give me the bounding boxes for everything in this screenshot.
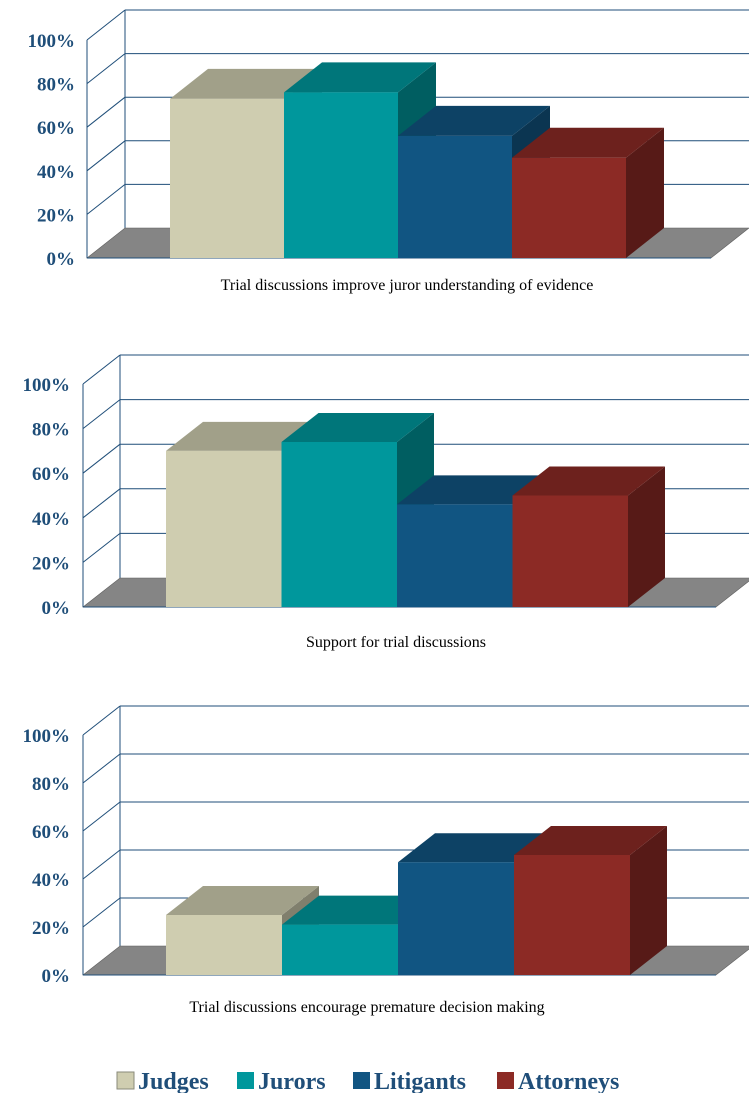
bar-front — [166, 915, 282, 975]
legend-item-attorneys: Attorneys — [497, 1069, 619, 1093]
side-gridline — [82, 399, 121, 429]
y-tick-label: 100% — [28, 31, 76, 52]
legend-item-judges: Judges — [116, 1069, 209, 1093]
bar-front — [398, 135, 512, 258]
side-gridline — [82, 533, 121, 563]
y-tick-label: 40% — [37, 162, 75, 183]
chart-panel-1: 0% 20% 40% 60% 80% 100% Trial discussions impr… — [28, 9, 749, 294]
y-tick-label: 40% — [32, 870, 70, 891]
bar-front — [514, 855, 630, 975]
y-tick-label: 0% — [42, 598, 71, 619]
bar-attorneys — [514, 826, 667, 975]
side-gridline — [82, 354, 121, 385]
legend-swatch — [497, 1072, 514, 1089]
y-tick-label: 60% — [37, 118, 75, 139]
legend-item-jurors: Jurors — [237, 1069, 326, 1093]
chart-caption: Trial discussions encourage premature de… — [189, 999, 544, 1016]
y-tick-label: 20% — [32, 553, 70, 574]
y-tick-label: 20% — [32, 918, 70, 939]
y-tick-label: 80% — [37, 75, 75, 96]
side-gridline — [86, 140, 126, 172]
bar-attorneys — [512, 466, 665, 607]
bar-top — [166, 421, 319, 451]
bar-top — [281, 412, 434, 442]
side-gridline — [86, 9, 126, 41]
bar-side — [626, 127, 664, 258]
y-tick-label: 20% — [37, 205, 75, 226]
bar-side — [628, 466, 665, 607]
side-gridline — [82, 801, 121, 832]
chart-caption: Support for trial discussions — [306, 634, 486, 651]
legend-item-litigants: Litigants — [353, 1069, 466, 1093]
side-gridline — [82, 849, 121, 880]
bar-top — [512, 466, 665, 496]
bar-side — [630, 826, 667, 975]
bar-front — [512, 495, 628, 607]
bar-front — [398, 862, 514, 975]
bar-attorneys — [512, 127, 664, 258]
legend-label: Attorneys — [518, 1069, 619, 1093]
bar-top — [282, 895, 435, 925]
y-tick-label: 0% — [42, 966, 71, 987]
bar-front — [170, 98, 284, 258]
bar-front — [512, 157, 626, 258]
side-gridline — [82, 705, 121, 736]
side-gridline — [82, 443, 121, 474]
side-gridline — [82, 753, 121, 784]
side-gridline — [86, 53, 126, 84]
y-tick-label: 80% — [32, 774, 70, 795]
bar-top — [514, 826, 667, 855]
legend-label: Litigants — [374, 1069, 466, 1093]
bar-front — [281, 441, 397, 607]
bar-front — [282, 924, 398, 975]
y-tick-label: 40% — [32, 509, 70, 530]
y-tick-label: 60% — [32, 822, 70, 843]
bar-top — [512, 127, 664, 158]
bar-front — [166, 450, 282, 607]
bar-top — [284, 62, 436, 93]
y-tick-label: 100% — [23, 726, 71, 747]
legend-swatch — [116, 1071, 135, 1090]
bar-top — [397, 475, 550, 505]
bar-front — [397, 504, 513, 607]
bar-front — [284, 92, 398, 258]
chart-panel-3: 0% 20% 40% 60% 80% 100% Trial discussions enco… — [23, 705, 749, 1016]
bar-top — [170, 68, 322, 99]
legend: Judges Jurors Litigants Attorneys — [116, 1069, 619, 1093]
side-gridline — [82, 488, 121, 519]
legend-swatch — [353, 1072, 370, 1089]
bar-top — [398, 105, 550, 136]
y-tick-label: 60% — [32, 464, 70, 485]
chart-caption: Trial discussions improve juror understa… — [221, 277, 594, 294]
y-tick-label: 80% — [32, 420, 70, 441]
legend-label: Jurors — [258, 1069, 326, 1093]
chart-panel-2: 0% 20% 40% 60% 80% 100% Support for trial disc… — [23, 354, 749, 651]
bar-top — [166, 886, 319, 915]
side-gridline — [82, 897, 121, 928]
side-gridline — [86, 184, 126, 215]
y-tick-label: 0% — [47, 249, 76, 270]
legend-swatch — [237, 1072, 254, 1089]
side-gridline — [86, 96, 126, 128]
y-tick-label: 100% — [23, 375, 71, 396]
bar-top — [398, 833, 551, 863]
legend-label: Judges — [138, 1069, 209, 1093]
